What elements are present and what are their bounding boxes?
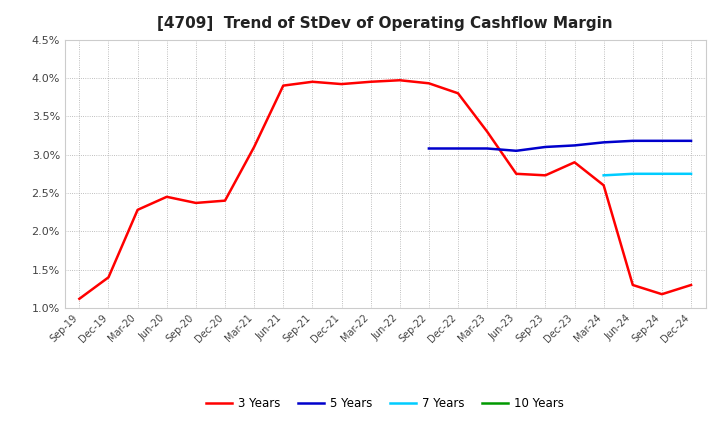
3 Years: [250, 144, 258, 150]
Title: [4709]  Trend of StDev of Operating Cashflow Margin: [4709] Trend of StDev of Operating Cashf…: [158, 16, 613, 32]
3 Years: [512, 171, 521, 176]
3 Years: [454, 91, 462, 96]
5 Years: [512, 148, 521, 154]
3 Years: [220, 198, 229, 203]
3 Years: [687, 282, 696, 288]
3 Years: [163, 194, 171, 199]
3 Years: [104, 275, 113, 280]
5 Years: [454, 146, 462, 151]
3 Years: [75, 296, 84, 301]
5 Years: [570, 143, 579, 148]
7 Years: [687, 171, 696, 176]
5 Years: [657, 138, 666, 143]
3 Years: [570, 160, 579, 165]
5 Years: [687, 138, 696, 143]
3 Years: [599, 183, 608, 188]
3 Years: [366, 79, 375, 84]
3 Years: [192, 200, 200, 205]
Line: 5 Years: 5 Years: [429, 141, 691, 151]
Line: 7 Years: 7 Years: [603, 174, 691, 175]
3 Years: [337, 81, 346, 87]
Line: 3 Years: 3 Years: [79, 80, 691, 299]
3 Years: [541, 172, 550, 178]
Legend: 3 Years, 5 Years, 7 Years, 10 Years: 3 Years, 5 Years, 7 Years, 10 Years: [202, 392, 569, 415]
5 Years: [483, 146, 492, 151]
5 Years: [541, 144, 550, 150]
3 Years: [657, 292, 666, 297]
3 Years: [133, 207, 142, 213]
5 Years: [629, 138, 637, 143]
3 Years: [395, 77, 404, 83]
7 Years: [657, 171, 666, 176]
3 Years: [308, 79, 317, 84]
7 Years: [629, 171, 637, 176]
3 Years: [425, 81, 433, 86]
3 Years: [483, 129, 492, 134]
3 Years: [279, 83, 287, 88]
7 Years: [599, 172, 608, 178]
5 Years: [425, 146, 433, 151]
5 Years: [599, 140, 608, 145]
3 Years: [629, 282, 637, 288]
